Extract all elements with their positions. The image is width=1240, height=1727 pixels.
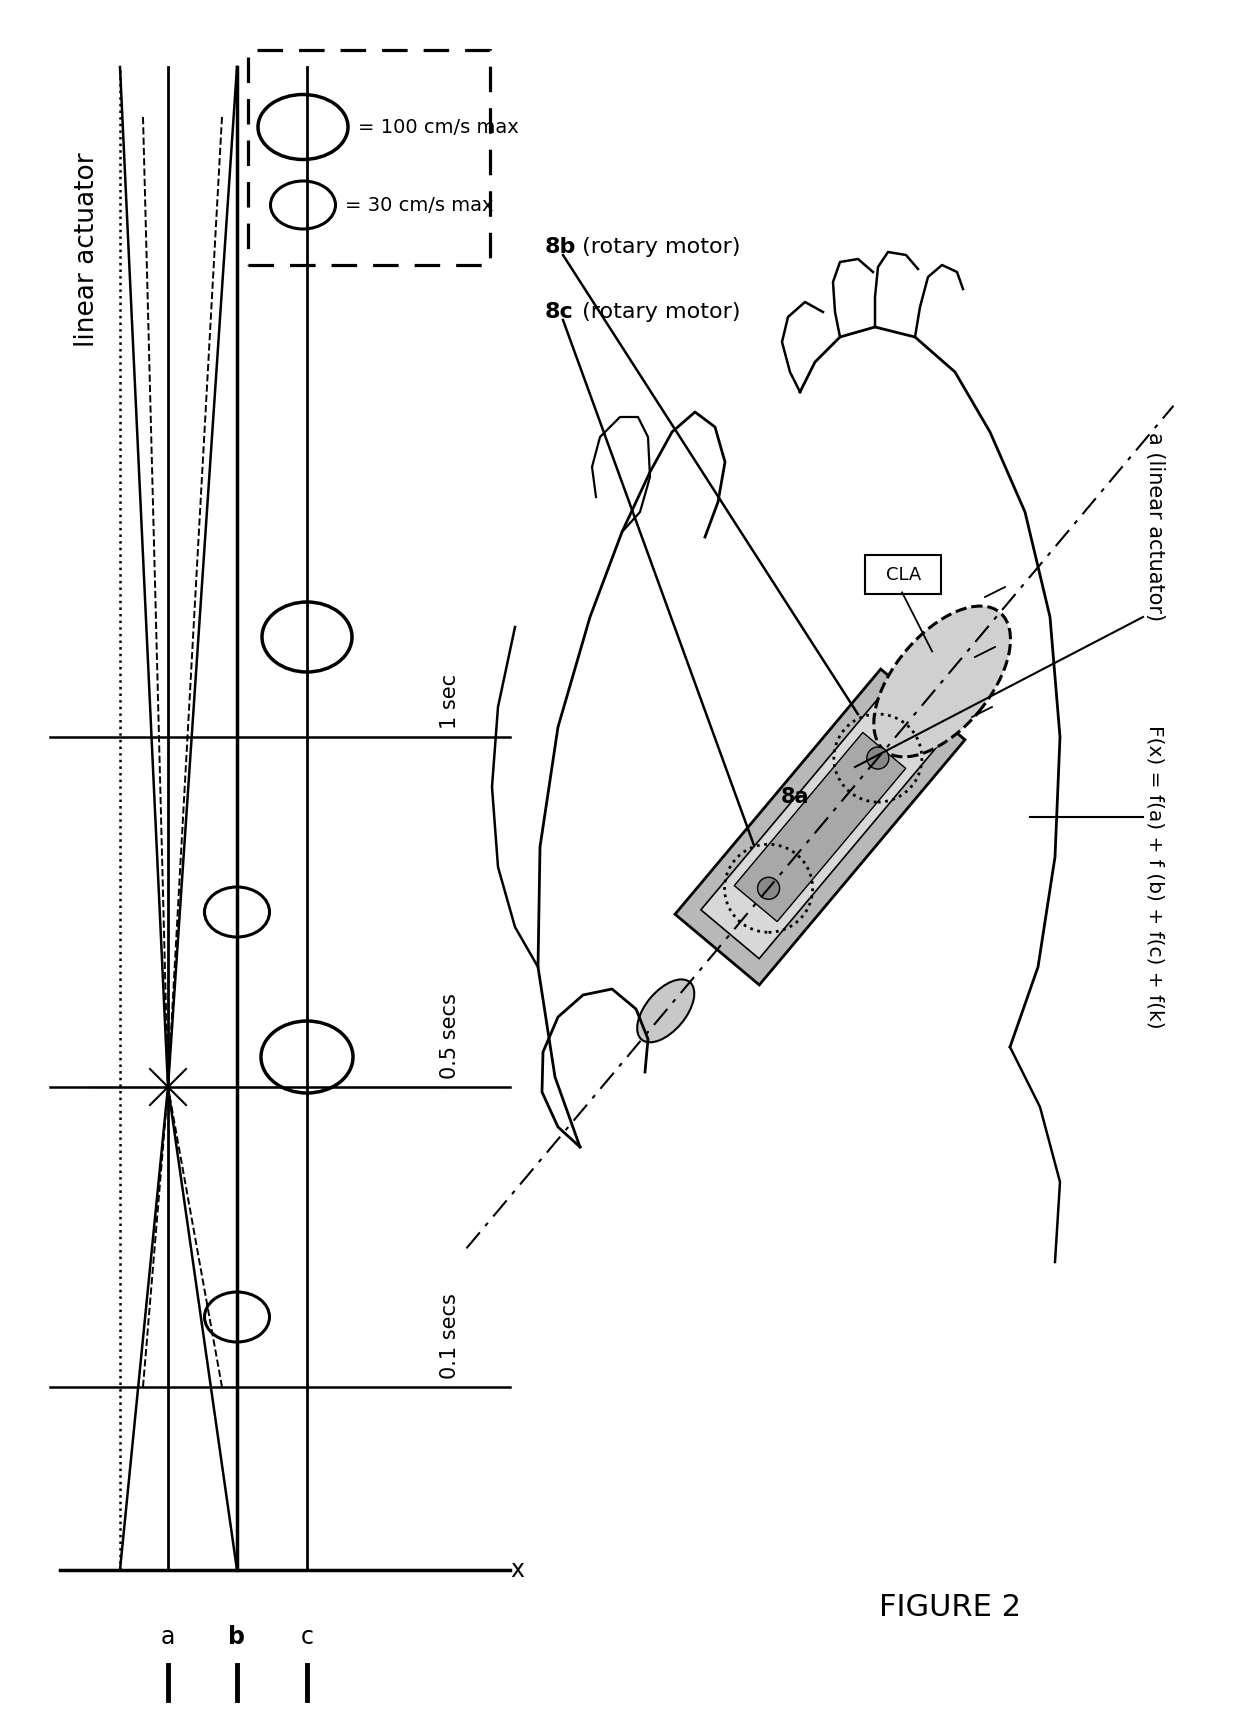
Text: 8a: 8a [781, 788, 810, 807]
Text: b: b [228, 1625, 246, 1649]
Text: F(x) = f(a) + f (b) + f(c) + f(k): F(x) = f(a) + f (b) + f(c) + f(k) [1146, 725, 1164, 1029]
Text: 1 sec: 1 sec [440, 674, 460, 729]
Text: (rotary motor): (rotary motor) [575, 302, 740, 321]
Ellipse shape [867, 748, 889, 769]
Text: 8b: 8b [546, 237, 577, 257]
Text: a (linear actuator): a (linear actuator) [1145, 432, 1166, 622]
Text: 0.5 secs: 0.5 secs [440, 993, 460, 1079]
Text: linear actuator: linear actuator [74, 152, 100, 347]
Text: FIGURE 2: FIGURE 2 [879, 1592, 1021, 1622]
Text: = 100 cm/s max: = 100 cm/s max [358, 117, 518, 136]
Text: (rotary motor): (rotary motor) [575, 237, 740, 257]
Text: 8c: 8c [546, 302, 574, 321]
Text: = 30 cm/s max: = 30 cm/s max [345, 195, 494, 214]
Ellipse shape [758, 877, 780, 900]
Text: c: c [300, 1625, 314, 1649]
Polygon shape [701, 696, 939, 958]
Ellipse shape [637, 979, 694, 1043]
Polygon shape [734, 732, 905, 922]
Ellipse shape [874, 606, 1011, 756]
FancyBboxPatch shape [866, 556, 941, 594]
Text: 0.1 secs: 0.1 secs [440, 1294, 460, 1378]
Text: x: x [510, 1558, 525, 1582]
Text: a: a [161, 1625, 175, 1649]
Text: CLA: CLA [885, 566, 921, 584]
Polygon shape [675, 668, 965, 984]
